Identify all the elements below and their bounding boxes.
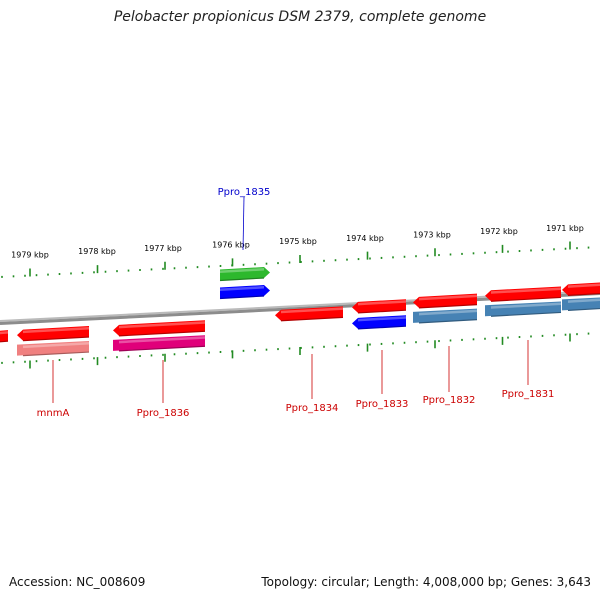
feature-shadow xyxy=(357,325,407,330)
feature-shadow xyxy=(22,336,90,342)
gene-label: Ppro_1833 xyxy=(356,399,409,410)
scale-tick-label: 1971 kbp xyxy=(546,224,584,233)
feature-shadow xyxy=(418,304,478,309)
feature-highlight xyxy=(568,283,600,288)
feature-cds xyxy=(562,297,600,311)
feature-highlight xyxy=(220,286,264,291)
feature-shadow xyxy=(490,296,562,302)
feature-cds xyxy=(352,315,407,330)
scale-tick-label: 1974 kbp xyxy=(346,234,384,243)
feature-gene xyxy=(17,326,90,342)
feature-shadow xyxy=(219,295,265,300)
feature-shadow xyxy=(280,316,344,322)
feature-shadow xyxy=(490,311,562,317)
outer-tick-track xyxy=(1,241,590,278)
feature-gene xyxy=(485,286,562,302)
scale-tick-label: 1973 kbp xyxy=(413,230,451,239)
feature-shadow xyxy=(418,319,478,324)
feature-cds xyxy=(413,308,478,324)
gene-label: Ppro_1834 xyxy=(286,403,339,414)
feature-highlight xyxy=(23,342,89,349)
feature-shadow xyxy=(118,345,206,352)
feature-highlight xyxy=(119,336,205,344)
scale-tick-label: 1977 kbp xyxy=(144,244,182,253)
feature-highlight xyxy=(358,300,406,306)
feature-gene xyxy=(113,320,206,337)
gene-label: Ppro_1836 xyxy=(137,408,190,419)
feature-trna xyxy=(17,341,90,357)
gene-label: Ppro_1832 xyxy=(423,395,476,406)
feature-highlight xyxy=(220,268,264,273)
accession-text: Accession: NC_008609 xyxy=(9,575,146,589)
feature-gene xyxy=(219,267,270,282)
scale-tick-label: 1975 kbp xyxy=(279,237,317,246)
scale-tick-label: 1978 kbp xyxy=(78,247,116,256)
feature-gene xyxy=(352,299,407,314)
feature-shadow xyxy=(118,330,206,337)
genome-summary-text: Topology: circular; Length: 4,008,000 bp… xyxy=(261,575,591,589)
feature-gene xyxy=(0,330,9,343)
feature-highlight xyxy=(491,287,561,294)
feature-highlight xyxy=(23,327,89,334)
feature-shadow xyxy=(357,309,407,314)
label-layer: 1979 kbp 1978 kbp 1977 kbp 1976 kbp 1975 kbp… xyxy=(11,187,584,419)
feature-gene xyxy=(275,306,344,322)
map-title: Pelobacter propionicus DSM 2379, complet… xyxy=(113,9,487,25)
inner-tick-track xyxy=(1,332,590,369)
scale-tick-label: 1976 kbp xyxy=(212,240,250,249)
label-leader-line xyxy=(242,196,245,251)
feature-gene xyxy=(562,282,600,296)
scale-tick-label: 1972 kbp xyxy=(480,227,518,236)
scale-tick-label: 1979 kbp xyxy=(11,251,49,260)
feature-highlight xyxy=(568,298,600,303)
feature-highlight xyxy=(358,316,406,322)
feature-shadow xyxy=(22,351,90,357)
feature-gene xyxy=(413,293,478,309)
gene-label: Ppro_1831 xyxy=(502,389,555,400)
feature-shadow xyxy=(219,277,265,282)
feature-cds xyxy=(485,301,562,317)
feature-track xyxy=(0,267,600,357)
feature-highlight xyxy=(491,302,561,309)
feature-highlight xyxy=(0,331,8,335)
feature-misc xyxy=(113,335,206,352)
feature-shadow xyxy=(0,340,9,343)
feature-cds xyxy=(219,285,270,300)
gene-label: Ppro_1835 xyxy=(218,187,271,198)
feature-highlight xyxy=(419,294,477,301)
gene-label: mnmA xyxy=(37,408,70,419)
feature-highlight xyxy=(419,309,477,316)
feature-highlight xyxy=(281,307,343,314)
feature-highlight xyxy=(119,321,205,329)
